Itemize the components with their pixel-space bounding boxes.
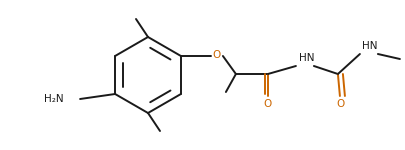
Text: O: O [337, 99, 345, 109]
Text: H₂N: H₂N [45, 94, 64, 104]
Text: O: O [213, 50, 221, 60]
Text: HN: HN [299, 53, 314, 63]
Text: O: O [264, 99, 272, 109]
Text: HN: HN [362, 41, 377, 51]
